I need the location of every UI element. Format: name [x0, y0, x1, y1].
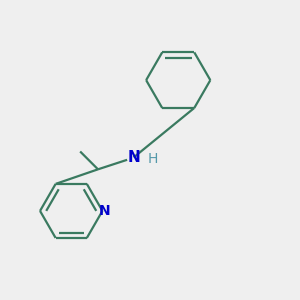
Text: N: N — [99, 204, 111, 218]
Text: N: N — [127, 150, 140, 165]
Text: H: H — [148, 152, 158, 166]
